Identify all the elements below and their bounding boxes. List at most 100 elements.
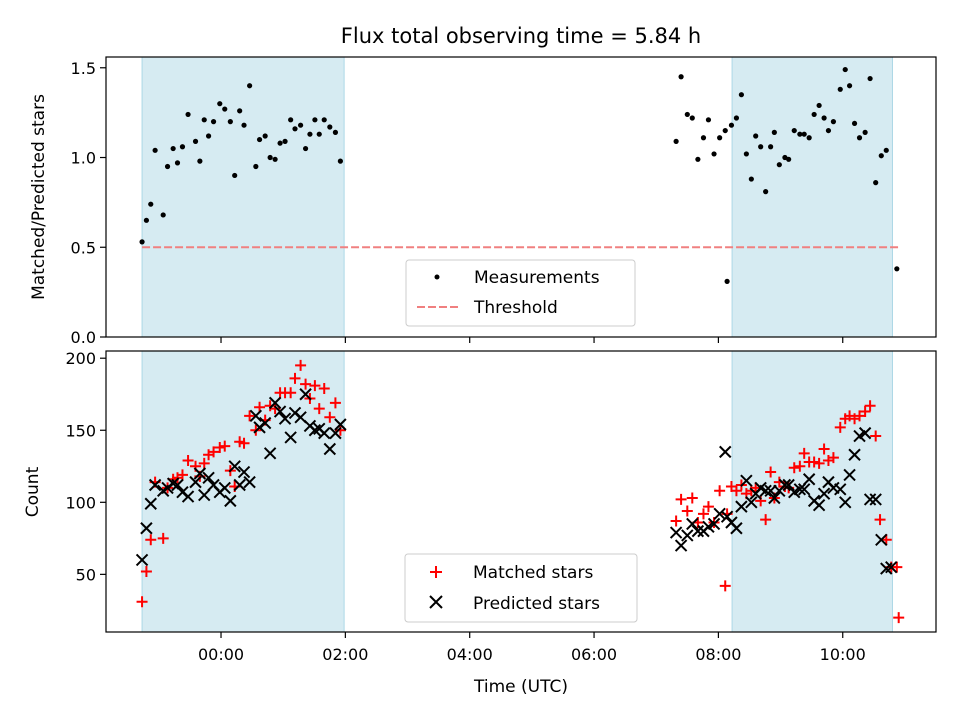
matched-star-point: [214, 442, 226, 454]
matched-star-point: [760, 514, 772, 526]
measurement-point: [237, 108, 243, 114]
matched-star-point: [697, 508, 709, 520]
measurement-point: [174, 160, 181, 166]
panel-ratio: 0.0 0.5 1.0 1.5 Matched/Predicted stars Mea…: [29, 56, 937, 347]
matched-star-point: [859, 406, 871, 418]
measurement-point: [797, 131, 803, 137]
matched-star-point: [788, 462, 800, 474]
predicted-star-point: [686, 517, 699, 531]
legend-label-matched: Matched stars: [473, 563, 593, 583]
predicted-star-point: [299, 388, 312, 401]
measurement-point: [302, 145, 309, 152]
measurement-point: [262, 133, 268, 139]
predicted-star-point: [323, 442, 337, 456]
matched-star-point: [269, 403, 281, 415]
predicted-star-point: [812, 498, 826, 512]
predicted-star-point: [759, 484, 772, 497]
predicted-star-point: [839, 496, 852, 509]
measurement-point: [738, 92, 745, 98]
x-tick-label: 02:00: [322, 645, 368, 664]
measurement-point: [332, 129, 339, 135]
matched-star-point: [675, 493, 687, 505]
matched-star-point: [140, 565, 152, 577]
measurement-point: [878, 153, 884, 159]
predicted-star-point: [334, 418, 347, 431]
x-tick-label: 08:00: [695, 645, 741, 664]
predicted-star-point: [181, 490, 195, 503]
predicted-star-point: [834, 483, 847, 496]
matched-star-point: [864, 400, 876, 412]
measurement-point: [197, 158, 203, 164]
measurement-point: [743, 151, 749, 157]
matched-star-point: [755, 495, 767, 507]
measurement-point: [684, 111, 690, 118]
predicted-star-point: [735, 500, 748, 513]
predicted-star-point: [817, 487, 831, 500]
measurement-point: [673, 138, 679, 144]
predicted-star-point: [797, 483, 811, 496]
count-points: [135, 359, 905, 624]
measurement-point: [883, 147, 889, 153]
predicted-star-point: [263, 447, 277, 460]
measurement-point: [316, 131, 322, 137]
matched-star-point: [670, 515, 682, 527]
measurement-point: [862, 129, 868, 135]
legend-box: [405, 259, 636, 327]
matched-star-point: [238, 437, 250, 449]
measurement-point: [247, 83, 253, 89]
predicted-star-point: [249, 409, 263, 423]
matched-star-point: [300, 378, 312, 390]
matched-star-point: [834, 421, 846, 433]
predicted-star-point: [243, 475, 256, 489]
x-tick-label: 00:00: [198, 645, 244, 664]
predicted-star-point: [691, 524, 705, 538]
predicted-star-point: [730, 522, 743, 535]
predicted-star-point: [782, 478, 795, 492]
matched-star-point: [318, 382, 330, 394]
matched-star-point: [714, 485, 726, 497]
predicted-star-point: [171, 478, 184, 492]
measurement-point: [711, 151, 717, 157]
x-tick-label: 06:00: [571, 645, 617, 664]
measurement-point: [689, 115, 695, 121]
measurement-point: [786, 156, 792, 162]
y-tick-label: 200: [65, 349, 96, 368]
measurement-point: [830, 119, 837, 125]
predicted-star-point: [258, 416, 272, 430]
y-tick-label: 1.0: [71, 149, 96, 168]
measurement-point: [152, 147, 158, 153]
measurement-point: [222, 106, 228, 112]
measurement-point: [728, 122, 735, 128]
measurement-point: [292, 126, 298, 132]
predicted-star-point: [278, 412, 292, 425]
matched-star-point: [818, 443, 830, 455]
measurement-point: [205, 133, 212, 139]
measurement-point: [776, 162, 782, 168]
matched-star-point: [794, 460, 806, 472]
matched-star-point: [219, 440, 231, 452]
legend-label-predicted: Predicted stars: [473, 594, 600, 614]
measurement-point: [733, 115, 740, 121]
shaded-ranges: [141, 56, 893, 338]
y-tick-label: 100: [65, 493, 96, 512]
x-tick-label: 10:00: [820, 645, 866, 664]
measurement-point: [851, 120, 858, 127]
matched-star-point: [145, 534, 157, 546]
measurement-point: [201, 117, 207, 123]
measurement-point: [164, 163, 171, 170]
measurement-point: [724, 278, 730, 284]
measurement-point: [771, 129, 777, 135]
measurement-point: [748, 176, 754, 182]
chart-title: Flux total observing time = 5.84 h: [341, 24, 701, 48]
predicted-star-point: [740, 474, 753, 487]
measurement-point: [327, 124, 333, 130]
predicted-star-point: [193, 467, 207, 480]
legend-dot-marker: [434, 274, 440, 280]
predicted-star-point: [308, 424, 322, 437]
matched-star-point: [893, 612, 905, 624]
measurement-point: [873, 180, 879, 186]
measurement-point: [185, 111, 191, 118]
measurement-point: [801, 131, 807, 137]
matched-star-point: [176, 469, 188, 481]
predicted-star-point: [237, 465, 251, 479]
